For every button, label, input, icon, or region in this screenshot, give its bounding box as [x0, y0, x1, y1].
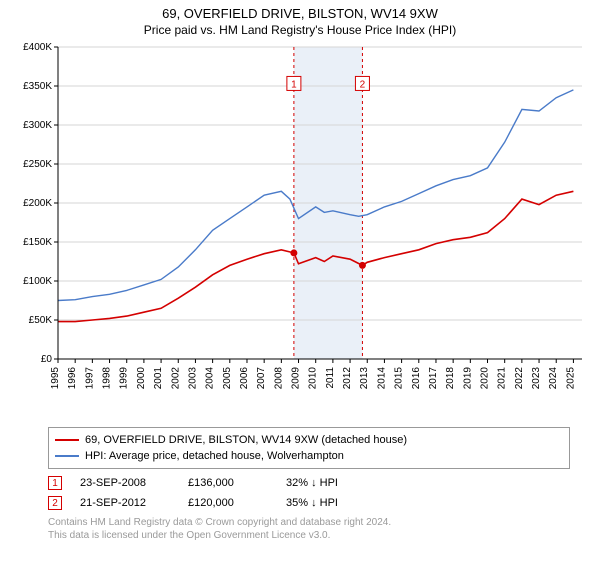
svg-text:2012: 2012	[342, 367, 353, 390]
event-row: 2 21-SEP-2012 £120,000 35% ↓ HPI	[48, 493, 570, 513]
svg-text:2: 2	[360, 79, 366, 90]
svg-text:2007: 2007	[256, 367, 267, 390]
svg-text:2015: 2015	[394, 367, 405, 390]
svg-text:2009: 2009	[291, 367, 302, 390]
svg-text:2010: 2010	[308, 367, 319, 390]
event-row: 1 23-SEP-2008 £136,000 32% ↓ HPI	[48, 473, 570, 493]
svg-text:£100K: £100K	[23, 276, 52, 287]
svg-text:1995: 1995	[50, 367, 61, 390]
legend-label-series2: HPI: Average price, detached house, Wolv…	[85, 450, 344, 462]
legend: 69, OVERFIELD DRIVE, BILSTON, WV14 9XW (…	[48, 427, 570, 469]
chart-container: £0 £50K £100K £150K £200K £250K £300K £350K £400…	[10, 41, 590, 421]
svg-text:1999: 1999	[119, 367, 130, 390]
svg-text:1998: 1998	[102, 367, 113, 390]
svg-text:1997: 1997	[84, 367, 95, 390]
svg-text:2006: 2006	[239, 367, 250, 390]
page-subtitle: Price paid vs. HM Land Registry's House …	[0, 23, 600, 37]
event-price: £136,000	[188, 477, 268, 489]
legend-row-2: HPI: Average price, detached house, Wolv…	[55, 448, 563, 464]
price-chart: £0 £50K £100K £150K £200K £250K £300K £350K £400…	[10, 41, 590, 421]
svg-text:2020: 2020	[480, 367, 491, 390]
svg-text:2008: 2008	[273, 367, 284, 390]
event-date: 21-SEP-2012	[80, 497, 170, 509]
svg-text:£250K: £250K	[23, 159, 52, 170]
svg-text:2016: 2016	[411, 367, 422, 390]
event-delta: 35% ↓ HPI	[286, 497, 338, 509]
svg-text:2018: 2018	[445, 367, 456, 390]
svg-text:2022: 2022	[514, 367, 525, 390]
svg-text:£150K: £150K	[23, 237, 52, 248]
svg-text:2023: 2023	[531, 367, 542, 390]
attribution-line2: This data is licensed under the Open Gov…	[48, 530, 570, 543]
event-marker: 2	[48, 496, 62, 510]
attribution: Contains HM Land Registry data © Crown c…	[48, 517, 570, 542]
svg-text:£0: £0	[41, 354, 53, 365]
svg-text:2025: 2025	[565, 367, 576, 390]
svg-text:2011: 2011	[325, 367, 336, 389]
svg-text:£50K: £50K	[29, 315, 53, 326]
legend-swatch-series2	[55, 455, 79, 457]
svg-text:2005: 2005	[222, 367, 233, 390]
svg-text:2000: 2000	[136, 367, 147, 390]
svg-text:£200K: £200K	[23, 198, 52, 209]
events-table: 1 23-SEP-2008 £136,000 32% ↓ HPI 2 21-SEP-201…	[48, 473, 570, 513]
svg-text:2017: 2017	[428, 367, 439, 390]
event-price: £120,000	[188, 497, 268, 509]
svg-text:2019: 2019	[462, 367, 473, 390]
svg-text:2013: 2013	[359, 367, 370, 390]
legend-row-1: 69, OVERFIELD DRIVE, BILSTON, WV14 9XW (…	[55, 432, 563, 448]
event-date: 23-SEP-2008	[80, 477, 170, 489]
svg-text:2024: 2024	[548, 367, 559, 390]
svg-text:2002: 2002	[170, 367, 181, 390]
page-title: 69, OVERFIELD DRIVE, BILSTON, WV14 9XW	[0, 6, 600, 21]
svg-text:£400K: £400K	[23, 42, 52, 53]
legend-swatch-series1	[55, 439, 79, 441]
svg-text:£300K: £300K	[23, 120, 52, 131]
attribution-line1: Contains HM Land Registry data © Crown c…	[48, 517, 570, 530]
event-marker: 1	[48, 476, 62, 490]
svg-text:2004: 2004	[205, 367, 216, 390]
svg-text:2021: 2021	[497, 367, 508, 390]
svg-text:2001: 2001	[153, 367, 164, 390]
svg-text:£350K: £350K	[23, 81, 52, 92]
event-delta: 32% ↓ HPI	[286, 477, 338, 489]
svg-text:1996: 1996	[67, 367, 78, 390]
svg-text:1: 1	[291, 79, 297, 90]
svg-text:2014: 2014	[376, 367, 387, 390]
svg-text:2003: 2003	[187, 367, 198, 390]
legend-label-series1: 69, OVERFIELD DRIVE, BILSTON, WV14 9XW (…	[85, 434, 407, 446]
